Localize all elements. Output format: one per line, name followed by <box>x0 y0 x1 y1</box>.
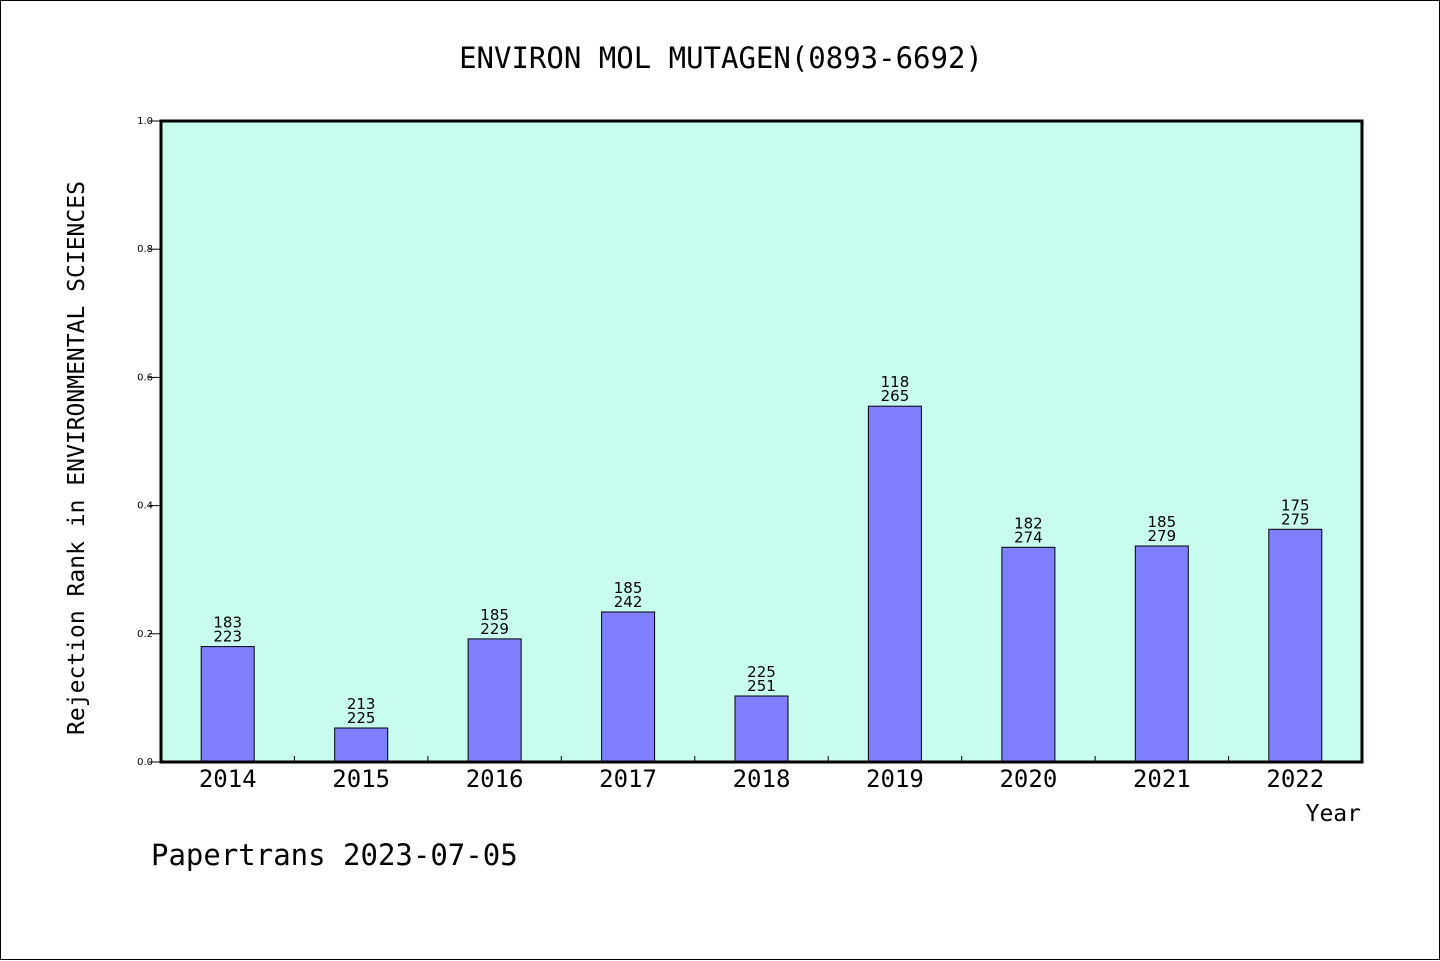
bar-label-bottom-2018: 251 <box>747 677 776 695</box>
y-tick-label-0.8: 0.8 <box>137 244 153 255</box>
y-tick-label-0.0: 0.0 <box>137 757 153 768</box>
bar-2020 <box>1001 546 1056 763</box>
x-tick-label-2014: 2014 <box>199 765 257 793</box>
x-tick-label-2021: 2021 <box>1133 765 1191 793</box>
bar-label-top-2016: 185 <box>480 606 509 624</box>
bar-label-top-2022: 175 <box>1281 496 1310 514</box>
bar-2016 <box>467 638 522 763</box>
bar-label-bottom-2022: 275 <box>1281 510 1310 528</box>
bar-label-top-2015: 213 <box>347 695 376 713</box>
y-tick-label-1.0: 1.0 <box>137 116 153 127</box>
bar-labels-group: 1832232132251852291852422252511182651822… <box>213 373 1309 727</box>
x-tick-label-2017: 2017 <box>599 765 657 793</box>
y-axis-label: Rejection Rank in ENVIRONMENTAL SCIENCES <box>64 181 90 735</box>
bar-label-top-2021: 185 <box>1148 513 1177 531</box>
plot-border <box>159 119 1364 764</box>
x-axis-ticks: 2014 2015 2016 2017 2018 2019 2020 2021 2022 <box>199 756 1324 793</box>
bar-2022 <box>1268 528 1323 763</box>
y-tick-label-0.6: 0.6 <box>137 372 153 383</box>
bar-2021 <box>1134 545 1189 763</box>
x-tick-label-2018: 2018 <box>733 765 791 793</box>
chart-title: ENVIRON MOL MUTAGEN(0893-6692) <box>459 41 983 75</box>
bar-label-top-2019: 118 <box>881 373 910 391</box>
x-tick-label-2019: 2019 <box>866 765 924 793</box>
bar-label-top-2014: 183 <box>213 614 242 632</box>
bar-2017 <box>601 611 656 763</box>
bar-2018 <box>734 695 789 763</box>
bar-label-top-2018: 225 <box>747 663 776 681</box>
x-tick-label-2022: 2022 <box>1266 765 1324 793</box>
y-tick-label-0.2: 0.2 <box>137 629 153 640</box>
x-tick-label-2020: 2020 <box>999 765 1057 793</box>
footer-credit: Papertrans 2023-07-05 <box>151 838 518 872</box>
bars-group <box>200 405 1323 763</box>
bar-2015 <box>334 727 389 763</box>
bar-label-top-2017: 185 <box>614 579 643 597</box>
bar-2014 <box>200 646 255 763</box>
bar-label-bottom-2019: 265 <box>881 387 910 405</box>
bar-label-bottom-2021: 279 <box>1148 527 1177 545</box>
x-axis-label: Year <box>1306 801 1361 827</box>
y-tick-label-0.4: 0.4 <box>137 501 153 512</box>
x-tick-label-2016: 2016 <box>466 765 524 793</box>
bar-label-bottom-2017: 242 <box>614 593 643 611</box>
bar-label-bottom-2015: 225 <box>347 709 376 727</box>
bar-label-bottom-2014: 223 <box>213 628 242 646</box>
y-axis-ticks: 0.0 0.2 0.4 0.6 0.8 1.0 <box>137 116 161 768</box>
bar-label-bottom-2016: 229 <box>480 620 509 638</box>
bar-label-bottom-2020: 274 <box>1014 528 1043 546</box>
x-tick-label-2015: 2015 <box>332 765 390 793</box>
bar-2019 <box>867 405 922 763</box>
bar-label-top-2020: 182 <box>1014 514 1043 532</box>
